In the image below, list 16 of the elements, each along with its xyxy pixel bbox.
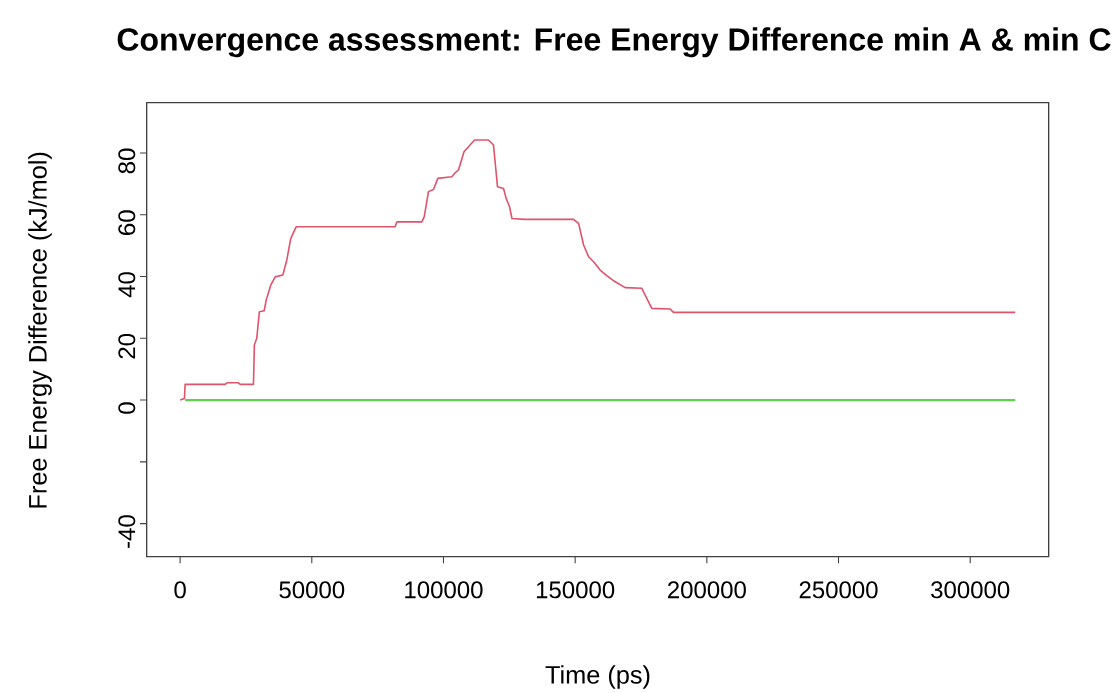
y-tick-label: 60 xyxy=(118,210,136,235)
y-axis-title: Free Energy Difference (kJ/mol) xyxy=(28,152,52,508)
y-tick-label: -40 xyxy=(118,515,136,548)
x-tick-label: 50000 xyxy=(279,581,345,599)
y-tick-label: 80 xyxy=(118,148,136,174)
x-tick-label: 300000 xyxy=(931,581,1010,599)
x-tick-label: 150000 xyxy=(536,581,615,599)
y-tick-label: 40 xyxy=(118,272,136,298)
y-tick-label: 0 xyxy=(118,402,136,414)
x-axis-title: Time (ps) xyxy=(545,665,650,689)
x-tick-label: 200000 xyxy=(668,581,746,599)
chart-title: Convergence assessment: Free Energy Difference min A & min C xyxy=(117,27,1111,58)
x-tick-label: 0 xyxy=(174,581,186,599)
x-tick-label: 100000 xyxy=(405,581,483,599)
x-tick-label: 250000 xyxy=(799,581,878,599)
y-tick-label: 20 xyxy=(118,333,136,359)
